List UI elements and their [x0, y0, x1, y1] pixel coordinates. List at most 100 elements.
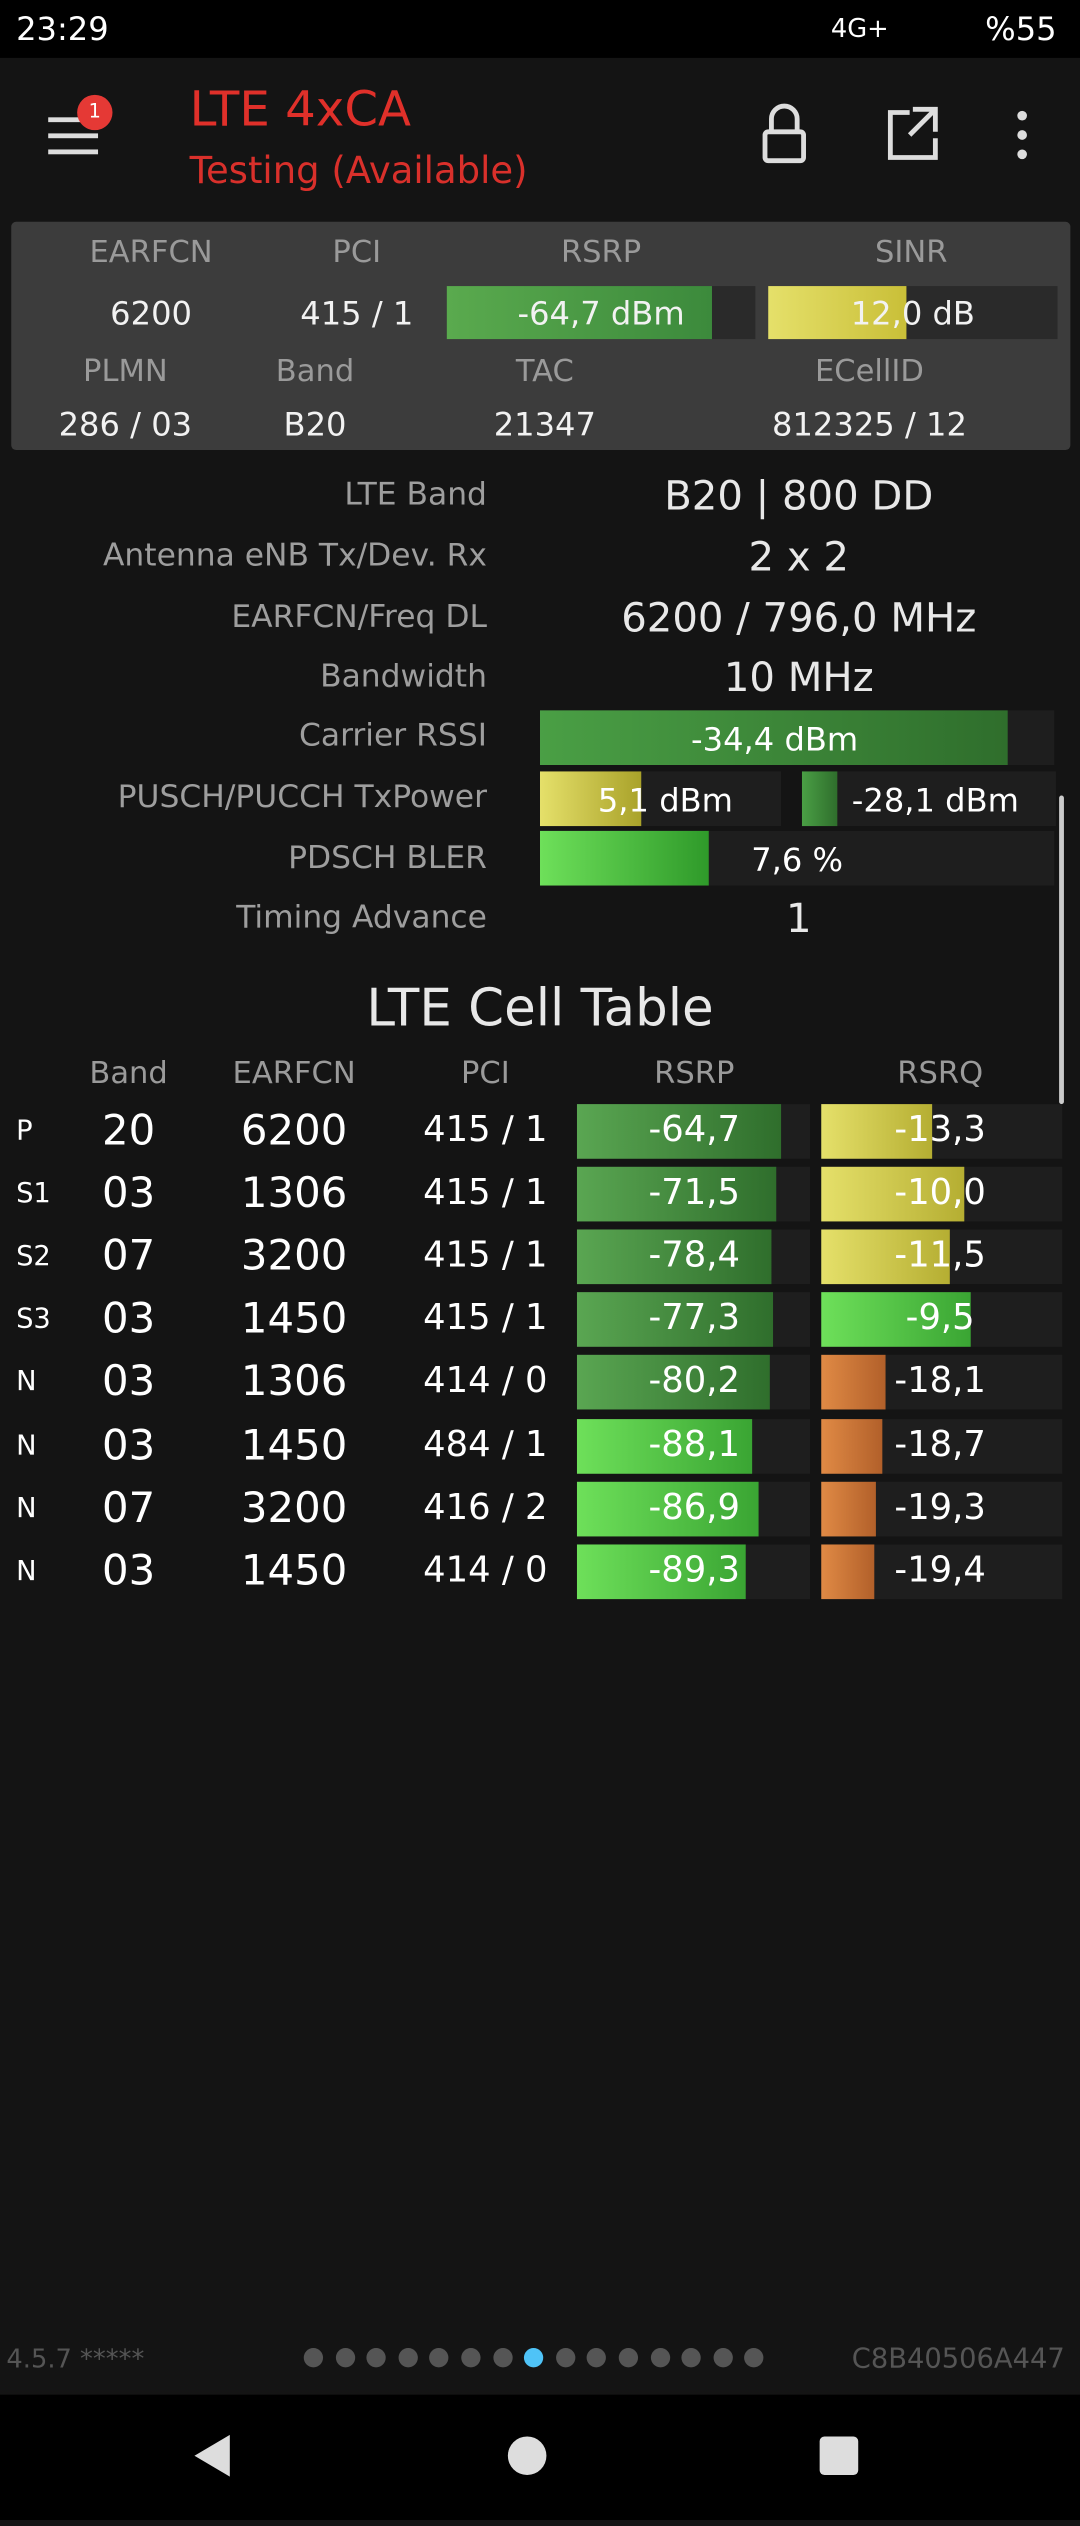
summary-value: -64,7 dBm	[517, 294, 685, 333]
status-bar	[0, 0, 1080, 58]
meter-bar	[821, 1354, 886, 1410]
meter-track	[801, 771, 1056, 827]
status-battery: %55	[985, 9, 1057, 49]
meter-bar	[446, 286, 712, 340]
meter-bar	[821, 1292, 971, 1347]
meter-bar	[821, 1166, 965, 1222]
cell-earfcn: 1450	[240, 1547, 348, 1596]
device-id: C8B40506A447	[851, 2343, 1065, 2376]
cell-rsrp: -88,1	[648, 1425, 741, 1466]
nav-icons	[194, 2434, 859, 2477]
page-dot[interactable]	[335, 2348, 355, 2368]
summary-value: 21347	[493, 405, 596, 444]
cell-earfcn: 1450	[240, 1295, 348, 1344]
detail-value: 1	[785, 895, 812, 942]
cell-rsrp: -64,7	[648, 1110, 741, 1151]
detail-label: PUSCH/PUCCH TxPower	[117, 777, 487, 815]
more-button[interactable]	[1017, 110, 1027, 160]
lock-button[interactable]	[762, 103, 806, 164]
recents-button[interactable]	[819, 2436, 859, 2476]
page-dot[interactable]	[461, 2348, 481, 2368]
summary-label: TAC	[515, 353, 574, 389]
cell-earfcn: 3200	[240, 1232, 348, 1281]
cell-earfcn: 3200	[240, 1485, 348, 1534]
cell-earfcn: 1306	[240, 1170, 348, 1219]
summary-value: 812325 / 12	[772, 405, 967, 444]
detail-label: Antenna eNB Tx/Dev. Rx	[102, 536, 487, 574]
badge-count: 1	[88, 99, 101, 123]
cell-type: S1	[16, 1178, 51, 1211]
cell-band: 03	[101, 1422, 156, 1471]
page-dot[interactable]	[524, 2348, 544, 2368]
cell-rsrp: -78,4	[648, 1235, 741, 1277]
cell-pci: 414 / 0	[423, 1550, 548, 1592]
cell-pci: 414 / 0	[423, 1361, 548, 1402]
meter-bar	[576, 1419, 753, 1474]
page-dot[interactable]	[681, 2348, 702, 2368]
cell-rsrp: -77,3	[648, 1298, 741, 1339]
cell-rsrq: -13,3	[894, 1110, 986, 1151]
cell-rsrq: -19,3	[894, 1488, 986, 1529]
badge	[77, 94, 113, 131]
page-dot[interactable]	[555, 2348, 576, 2368]
page-dot[interactable]	[366, 2348, 387, 2368]
menu-button[interactable]	[48, 117, 99, 155]
summary-value: B20	[283, 405, 347, 444]
home-button[interactable]	[507, 2436, 547, 2476]
share-button[interactable]	[887, 106, 938, 160]
cell-earfcn: 1450	[240, 1422, 348, 1471]
cell-type: P	[16, 1115, 33, 1148]
header-icons	[48, 94, 1027, 164]
meter-bar	[768, 286, 907, 340]
meter-bar	[821, 1229, 950, 1285]
table-header: PCI	[460, 1055, 510, 1092]
app-version: 4.5.7 *****	[6, 2343, 145, 2374]
page-dot[interactable]	[398, 2348, 418, 2368]
cell-band: 03	[101, 1295, 156, 1344]
cell-rsrp: -86,9	[648, 1488, 741, 1529]
cell-band: 20	[101, 1107, 156, 1156]
cell-type: N	[16, 1366, 37, 1399]
cell-type: N	[16, 1430, 37, 1463]
page-dot[interactable]	[303, 2348, 324, 2368]
cell-pci: 415 / 1	[423, 1110, 548, 1151]
page-dot[interactable]	[492, 2348, 513, 2368]
cell-pci: 416 / 2	[423, 1488, 548, 1529]
page-dot[interactable]	[587, 2348, 607, 2368]
page-dot[interactable]	[650, 2348, 670, 2368]
cell-rsrq: -19,4	[894, 1550, 986, 1592]
page-dot[interactable]	[429, 2348, 450, 2368]
detail-label: PDSCH BLER	[288, 838, 487, 876]
summary-label: EARFCN	[89, 234, 213, 271]
meter-bar	[540, 771, 642, 827]
meter-bar	[576, 1354, 770, 1410]
summary-value: 286 / 03	[58, 405, 193, 444]
page-dot[interactable]	[618, 2348, 639, 2368]
meter-bar	[801, 771, 838, 827]
back-button[interactable]	[194, 2434, 230, 2477]
cell-type: N	[16, 1493, 37, 1526]
cell-rsrp: -80,2	[648, 1361, 741, 1402]
meter-bar	[540, 830, 709, 886]
page-dot[interactable]	[744, 2348, 765, 2368]
summary-value: 12,0 dB	[850, 294, 975, 333]
meter-bar	[576, 1292, 774, 1347]
app-subtitle: Testing (Available)	[189, 151, 528, 193]
cell-band: 07	[101, 1485, 156, 1534]
meter-bar	[576, 1544, 746, 1600]
meter-bar	[540, 710, 1008, 766]
cell-type: S2	[16, 1240, 51, 1273]
cell-rsrq: -18,7	[894, 1425, 986, 1466]
cell-type: N	[16, 1555, 37, 1588]
cell-rsrq: -11,5	[894, 1235, 986, 1277]
table-header: Band	[89, 1055, 168, 1092]
page-dot[interactable]	[713, 2348, 733, 2368]
summary-label: SINR	[875, 234, 948, 271]
cell-band: 07	[101, 1232, 156, 1281]
cell-pci: 484 / 1	[423, 1425, 548, 1466]
detail-label: Bandwidth	[320, 657, 487, 695]
cell-rsrp: -89,3	[648, 1550, 741, 1592]
status-network: 4G+	[830, 12, 889, 44]
detail-value: 2 x 2	[748, 533, 849, 581]
